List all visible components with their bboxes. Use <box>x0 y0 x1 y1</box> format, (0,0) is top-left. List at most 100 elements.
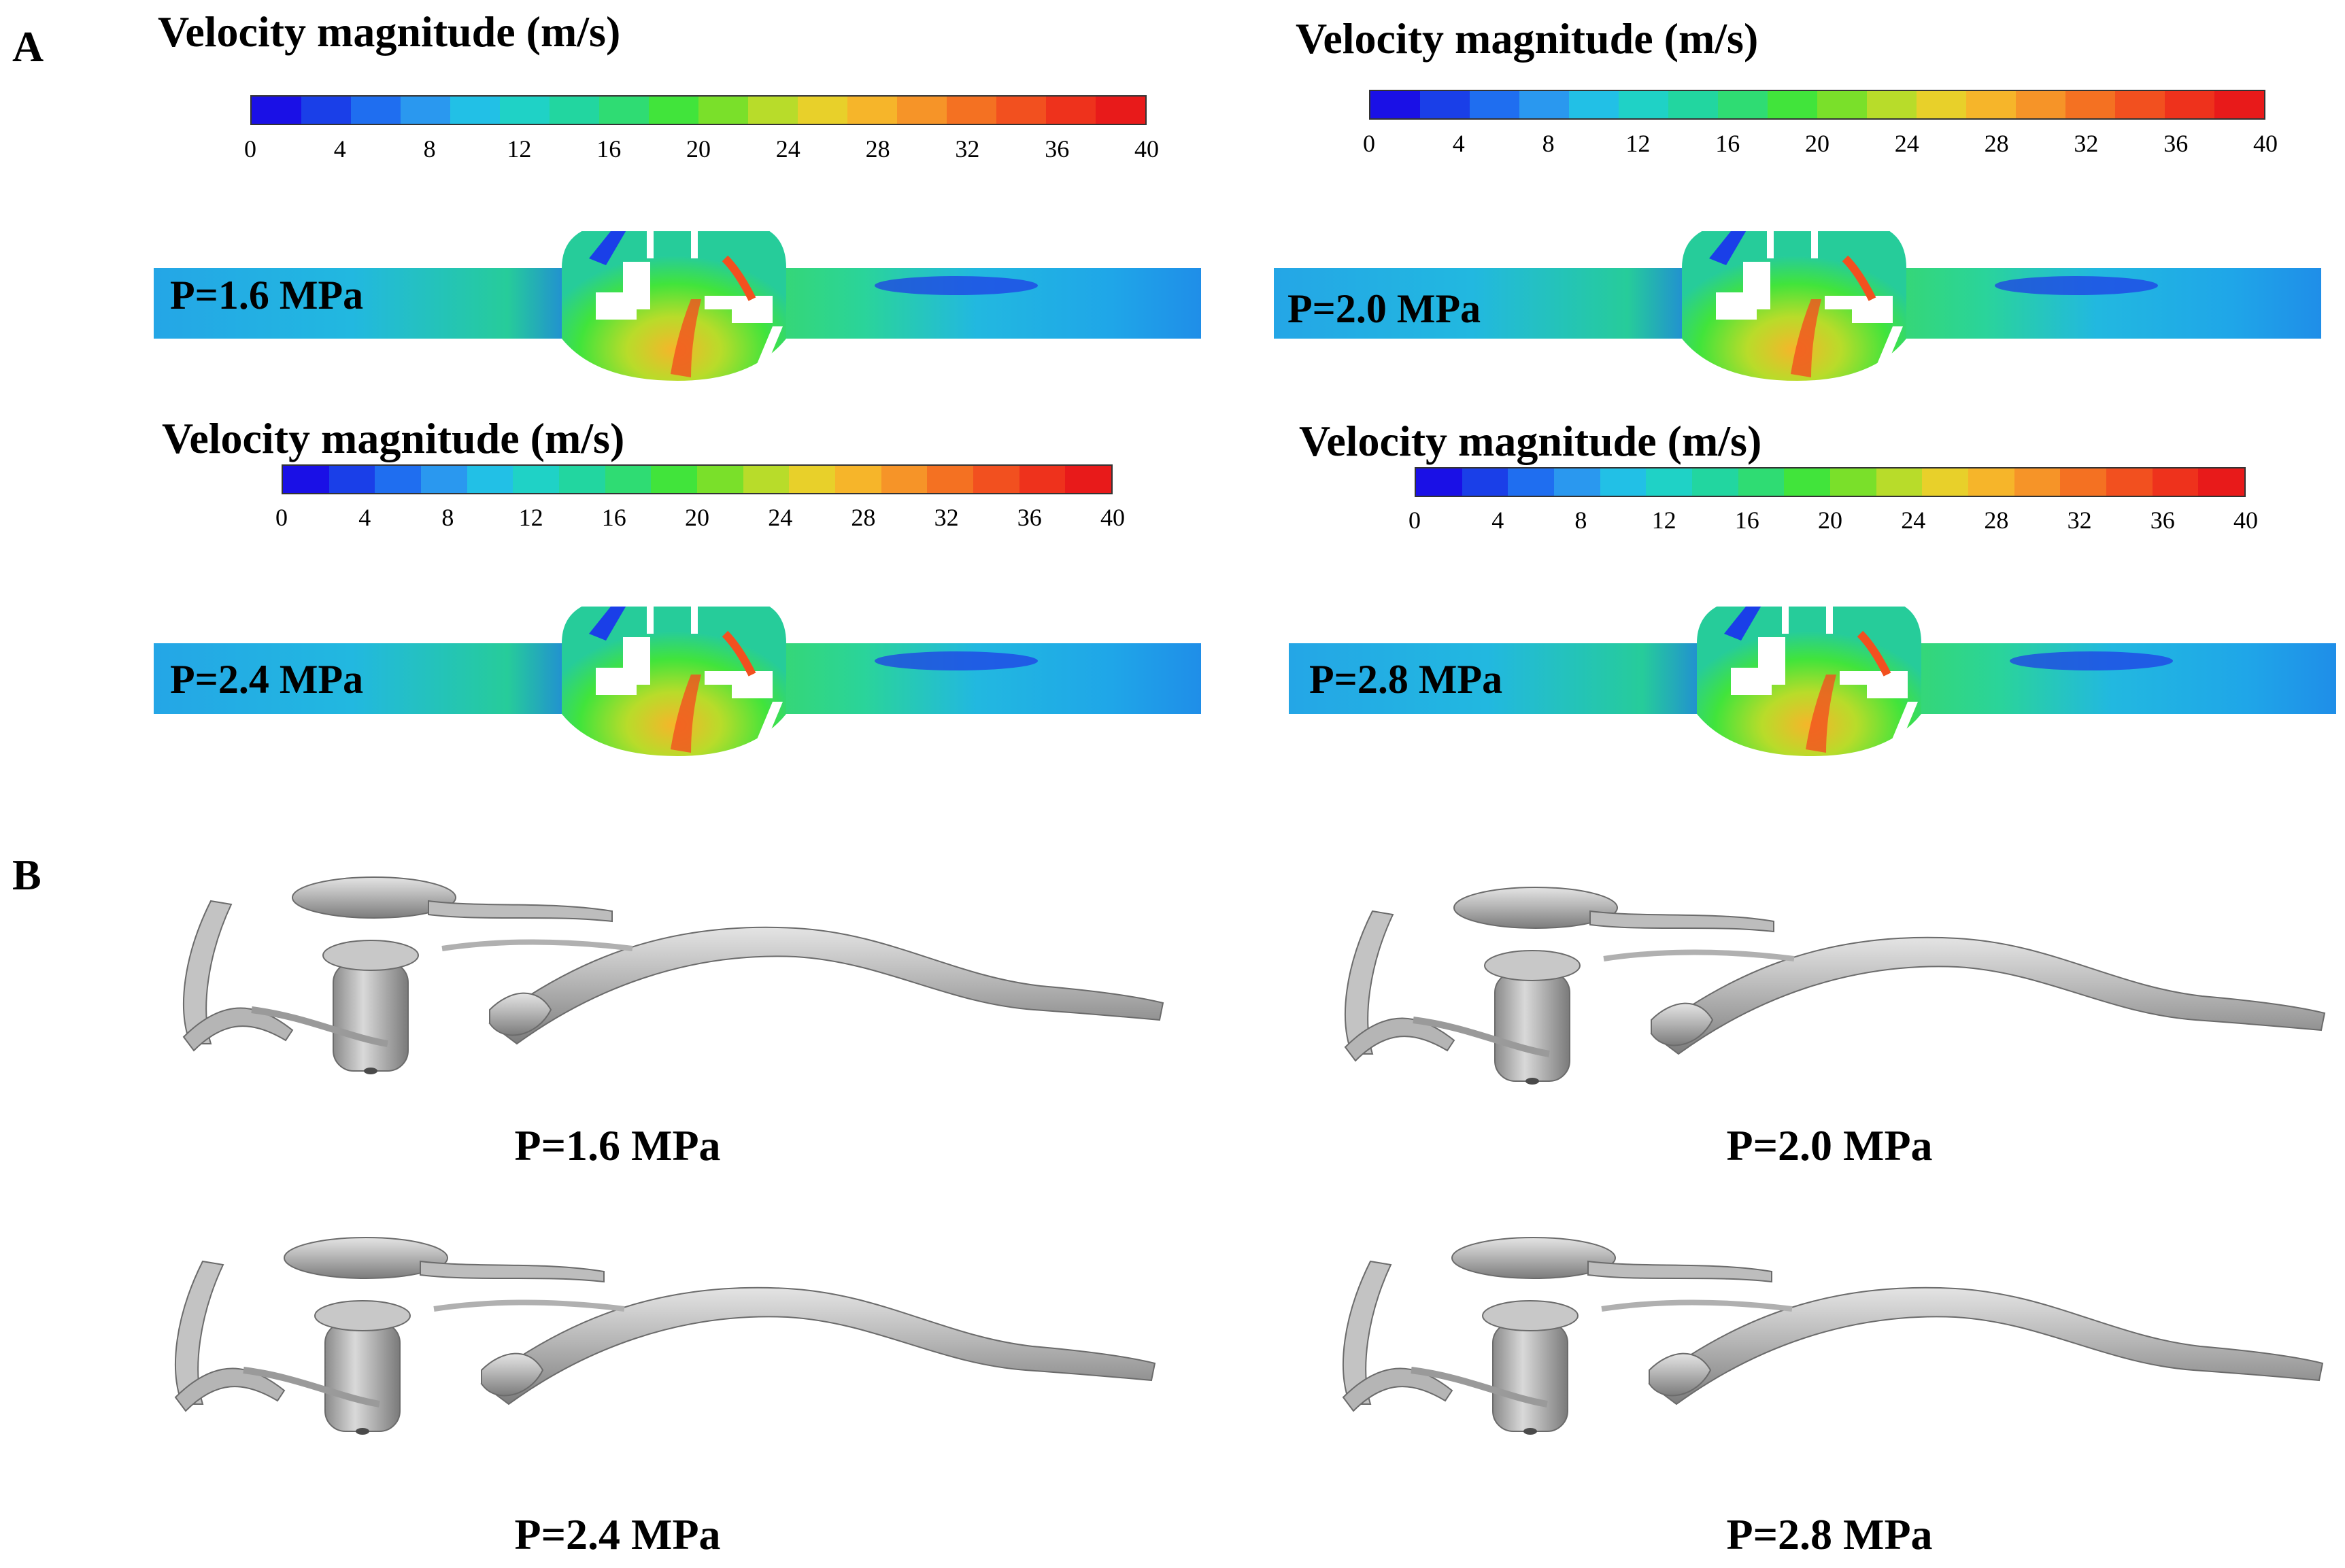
colorbar-title: Velocity magnitude (m/s) <box>1299 417 1762 465</box>
colorbar-segment <box>881 466 928 493</box>
colorbar-segment <box>599 97 649 124</box>
colorbar-segment <box>1046 97 1096 124</box>
colorbar-title: Velocity magnitude (m/s) <box>1296 14 1759 63</box>
velocity-colorbar <box>1369 90 2265 120</box>
colorbar-tick-label: 12 <box>518 504 543 531</box>
colorbar-tick-label: 8 <box>441 504 454 531</box>
colorbar-segment <box>2014 468 2061 496</box>
colorbar-segment <box>1968 468 2014 496</box>
colorbar-segment <box>748 97 798 124</box>
colorbar-segment <box>328 466 375 493</box>
colorbar-segment <box>2065 91 2115 118</box>
colorbar-segment <box>301 97 351 124</box>
colorbar-tick-label: 12 <box>507 135 532 163</box>
colorbar-segment <box>947 97 996 124</box>
velocity-colorbar <box>282 464 1113 494</box>
colorbar-tick-label: 32 <box>2067 507 2092 534</box>
velocity-colorbar <box>1415 467 2246 497</box>
colorbar-segment <box>1416 468 1462 496</box>
colorbar-tick-label: 4 <box>333 135 346 163</box>
colorbar-tick-label: 20 <box>686 135 711 163</box>
colorbar-segment <box>2016 91 2065 118</box>
pressure-caption: P=2.4 MPa <box>514 1510 721 1558</box>
colorbar-tick-label: 28 <box>1984 507 2009 534</box>
colorbar-segment <box>283 466 329 493</box>
colorbar-segment <box>1470 91 1519 118</box>
vortex-isosurface <box>1332 884 2338 1108</box>
colorbar-segment <box>1096 97 1145 124</box>
colorbar-segment <box>1738 468 1785 496</box>
pressure-label: P=2.4 MPa <box>170 657 364 702</box>
colorbar-title: Velocity magnitude (m/s) <box>158 7 621 56</box>
colorbar-segment <box>450 97 500 124</box>
colorbar-segment <box>1692 468 1738 496</box>
colorbar-tick-label: 24 <box>1894 130 1919 157</box>
panel-a-letter: A <box>12 22 44 71</box>
colorbar-segment <box>2214 91 2264 118</box>
colorbar-segment <box>1646 468 1693 496</box>
colorbar-segment <box>252 97 301 124</box>
colorbar-tick-label: 32 <box>2074 130 2099 157</box>
colorbar-segment <box>1668 91 1718 118</box>
colorbar-segment <box>1508 468 1555 496</box>
colorbar-tick-label: 8 <box>1574 507 1587 534</box>
colorbar-segment <box>1019 466 1066 493</box>
colorbar-tick-label: 16 <box>1715 130 1740 157</box>
colorbar-segment <box>1600 468 1647 496</box>
colorbar-segment <box>1065 466 1112 493</box>
pressure-label: P=1.6 MPa <box>170 273 364 318</box>
colorbar-tick-label: 12 <box>1625 130 1651 157</box>
colorbar-segment <box>1784 468 1831 496</box>
colorbar-tick-label: 0 <box>275 504 288 531</box>
colorbar-tick-label: 8 <box>423 135 436 163</box>
colorbar-segment <box>1718 91 1768 118</box>
pressure-caption: P=1.6 MPa <box>514 1121 721 1170</box>
colorbar-segment <box>649 97 698 124</box>
colorbar-segment <box>1830 468 1876 496</box>
colorbar-segment <box>1519 91 1569 118</box>
colorbar-tick-label: 24 <box>768 504 793 531</box>
colorbar-tick-label: 8 <box>1542 130 1555 157</box>
colorbar-tick-label: 24 <box>775 135 800 163</box>
colorbar-segment <box>605 466 652 493</box>
pressure-caption: P=2.0 MPa <box>1726 1121 1933 1170</box>
colorbar-segment <box>401 97 450 124</box>
colorbar-segment <box>351 97 401 124</box>
colorbar-tick-label: 4 <box>1491 507 1504 534</box>
colorbar-tick-label: 0 <box>1363 130 1375 157</box>
colorbar-tick-label: 36 <box>1045 135 1070 163</box>
colorbar-tick-label: 20 <box>685 504 709 531</box>
colorbar-segment <box>847 97 897 124</box>
colorbar-tick-label: 0 <box>1408 507 1421 534</box>
colorbar-ticks: 0 4 8 12 16 20 24 28 32 36 40 <box>275 503 1125 531</box>
colorbar-segment <box>559 466 605 493</box>
colorbar-tick-label: 28 <box>1984 130 2009 157</box>
colorbar-segment <box>421 466 467 493</box>
colorbar-tick-label: 36 <box>2150 507 2175 534</box>
colorbar-segment <box>835 466 881 493</box>
colorbar-ticks: 0 4 8 12 16 20 24 28 32 36 40 <box>1363 129 2278 157</box>
colorbar-segment <box>1554 468 1600 496</box>
colorbar-segment <box>1619 91 1668 118</box>
colorbar-segment <box>1569 91 1619 118</box>
colorbar-tick-label: 32 <box>955 135 980 163</box>
colorbar-segment <box>1768 91 1817 118</box>
colorbar-segment <box>651 466 698 493</box>
colorbar-tick-label: 16 <box>1734 507 1759 534</box>
colorbar-title: Velocity magnitude (m/s) <box>162 414 625 462</box>
colorbar-tick-label: 40 <box>1100 504 1125 531</box>
colorbar-ticks: 0 4 8 12 16 20 24 28 32 36 40 <box>244 135 1159 163</box>
colorbar-segment <box>743 466 790 493</box>
colorbar-tick-label: 40 <box>2233 507 2258 534</box>
colorbar-segment <box>2115 91 2165 118</box>
colorbar-tick-label: 0 <box>244 135 256 163</box>
colorbar-tick-label: 24 <box>1901 507 1926 534</box>
colorbar-segment <box>513 466 560 493</box>
colorbar-segment <box>927 466 974 493</box>
colorbar-segment <box>375 466 422 493</box>
colorbar-segment <box>1867 91 1917 118</box>
colorbar-segment <box>1922 468 1969 496</box>
colorbar-tick-label: 20 <box>1818 507 1842 534</box>
colorbar-segment <box>1370 91 1420 118</box>
velocity-contour-plot <box>1274 231 2321 381</box>
